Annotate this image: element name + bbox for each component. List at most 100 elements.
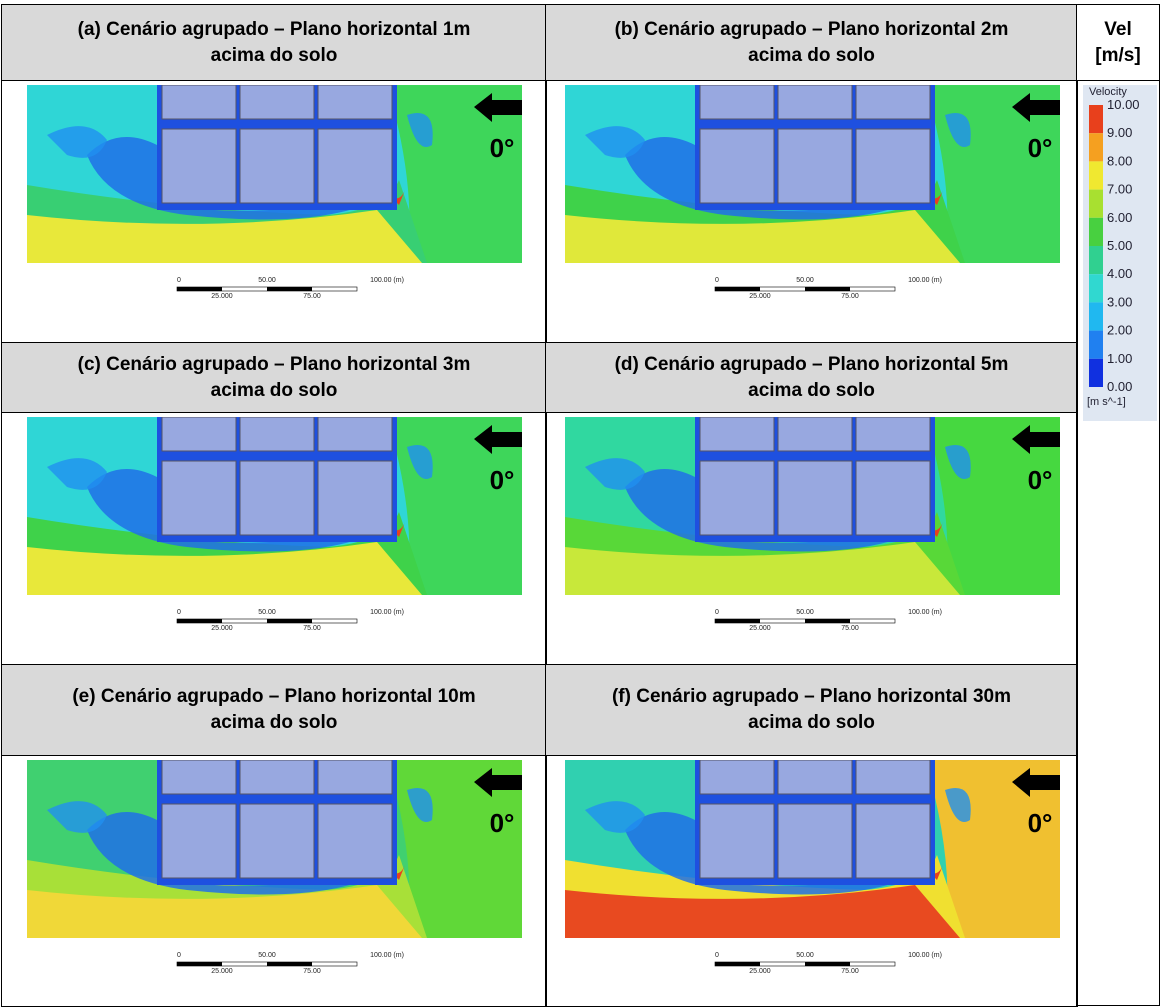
- scale-label: 100.00 (m): [908, 277, 942, 284]
- scale-label: 75.00: [303, 293, 321, 300]
- scale-bar-dark: [177, 619, 222, 623]
- building: [778, 760, 852, 794]
- panel-title: acima do solo: [211, 43, 338, 69]
- building: [240, 461, 314, 535]
- scale-bar-dark: [805, 619, 850, 623]
- panel-header: (c) Cenário agrupado – Plano horizontal …: [1, 342, 547, 413]
- scale-label: 50.00: [796, 277, 814, 284]
- scale-label: 100.00 (m): [370, 609, 404, 616]
- building: [240, 85, 314, 119]
- legend-swatch: [1089, 302, 1103, 330]
- building: [700, 461, 774, 535]
- building: [778, 804, 852, 878]
- panel-cell: 0°050.00100.00 (m)25.00075.00: [545, 80, 1078, 343]
- scale-label: 0: [715, 952, 719, 959]
- scale-label: 75.00: [841, 625, 859, 632]
- wind-angle: 0°: [490, 465, 515, 495]
- scale-label: 25.000: [749, 293, 771, 300]
- scale-label: 50.00: [796, 609, 814, 616]
- panel-title: acima do solo: [211, 378, 338, 404]
- legend-unit: [m s^-1]: [1087, 396, 1126, 408]
- scale-bar-dark: [715, 619, 760, 623]
- legend-header-text: [m/s]: [1095, 43, 1140, 69]
- wind-angle: 0°: [1027, 133, 1052, 163]
- wind-angle: 0°: [1027, 465, 1052, 495]
- scale-label: 100.00 (m): [908, 609, 942, 616]
- building: [318, 417, 392, 451]
- scale-label: 100.00 (m): [370, 277, 404, 284]
- building: [856, 461, 930, 535]
- building: [856, 760, 930, 794]
- scale-label: 100.00 (m): [908, 952, 942, 959]
- legend-swatch: [1089, 274, 1103, 302]
- building: [778, 85, 852, 119]
- building: [162, 417, 236, 451]
- building: [700, 804, 774, 878]
- scale-bar-dark: [715, 962, 760, 966]
- scale-label: 25.000: [211, 293, 233, 300]
- scale-label: 25.000: [211, 968, 233, 975]
- scale-label: 0: [177, 277, 181, 284]
- legend-cell: Velocity10.009.008.007.006.005.004.003.0…: [1076, 80, 1160, 1006]
- panel-title: (b) Cenário agrupado – Plano horizontal …: [615, 17, 1009, 43]
- building: [318, 85, 392, 119]
- scale-bar-dark: [267, 619, 312, 623]
- legend-tick: 3.00: [1107, 294, 1132, 309]
- scale-label: 0: [177, 952, 181, 959]
- scale-label: 75.00: [303, 968, 321, 975]
- legend-tick: 0.00: [1107, 379, 1132, 394]
- scale-bar-dark: [805, 962, 850, 966]
- scale-label: 0: [177, 609, 181, 616]
- legend-tick: 10.00: [1107, 97, 1140, 112]
- building: [778, 461, 852, 535]
- building: [162, 129, 236, 203]
- legend-tick: 6.00: [1107, 210, 1132, 225]
- panel-title: (a) Cenário agrupado – Plano horizontal …: [78, 17, 471, 43]
- building: [162, 760, 236, 794]
- scale-label: 25.000: [211, 625, 233, 632]
- scale-label: 75.00: [303, 625, 321, 632]
- building: [778, 417, 852, 451]
- building: [856, 85, 930, 119]
- building: [318, 804, 392, 878]
- scale-label: 50.00: [258, 609, 276, 616]
- building: [318, 760, 392, 794]
- wind-angle: 0°: [490, 133, 515, 163]
- legend-swatch: [1089, 246, 1103, 274]
- building: [162, 461, 236, 535]
- legend-swatch: [1089, 190, 1103, 218]
- legend-tick: 8.00: [1107, 153, 1132, 168]
- panel-title: (e) Cenário agrupado – Plano horizontal …: [72, 684, 475, 710]
- wind-angle: 0°: [490, 808, 515, 838]
- building: [240, 417, 314, 451]
- scale-label: 100.00 (m): [370, 952, 404, 959]
- scale-label: 75.00: [841, 968, 859, 975]
- panel-header: (e) Cenário agrupado – Plano horizontal …: [1, 664, 547, 756]
- panel-title: acima do solo: [748, 43, 875, 69]
- scale-bar-dark: [805, 287, 850, 291]
- legend-swatch: [1089, 359, 1103, 387]
- legend-tick: 7.00: [1107, 182, 1132, 197]
- flow-field: 0° 0 50.00 100.00 (m) 25.000 75.00: [27, 417, 522, 645]
- panel-title: acima do solo: [211, 710, 338, 736]
- building: [778, 129, 852, 203]
- panel-cell: 0°050.00100.00 (m)25.00075.00: [545, 755, 1078, 1007]
- scale-label: 75.00: [841, 293, 859, 300]
- panel-header: (d) Cenário agrupado – Plano horizontal …: [545, 342, 1078, 413]
- legend-tick: 5.00: [1107, 238, 1132, 253]
- panel-title: (c) Cenário agrupado – Plano horizontal …: [78, 352, 471, 378]
- wind-angle: 0°: [1027, 808, 1052, 838]
- building: [700, 85, 774, 119]
- building: [240, 804, 314, 878]
- panel-header: (b) Cenário agrupado – Plano horizontal …: [545, 4, 1078, 81]
- scale-bar-dark: [177, 962, 222, 966]
- color-legend: Velocity10.009.008.007.006.005.004.003.0…: [1079, 83, 1159, 423]
- scale-bar-dark: [267, 287, 312, 291]
- building: [856, 804, 930, 878]
- scale-bar-dark: [177, 287, 222, 291]
- legend-tick: 2.00: [1107, 323, 1132, 338]
- panel-title: (f) Cenário agrupado – Plano horizontal …: [612, 684, 1011, 710]
